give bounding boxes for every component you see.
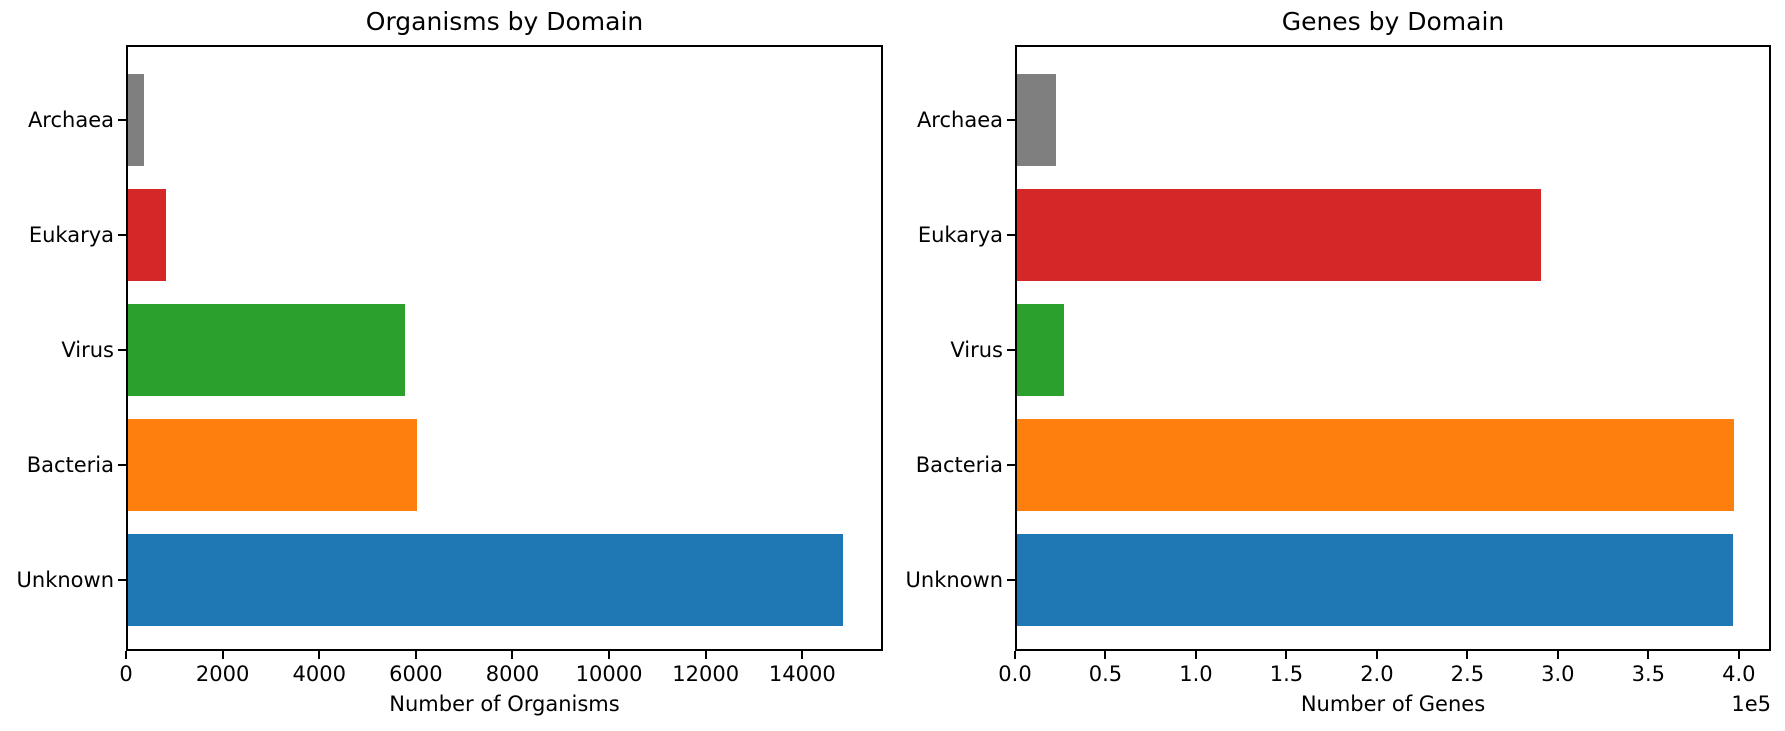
x-tick-label: 3.5 — [1631, 662, 1666, 686]
bar-archaea — [1015, 74, 1056, 166]
bar-eukarya — [126, 189, 167, 281]
x-tick-label: 3.0 — [1541, 662, 1575, 686]
category-label-virus: Virus — [61, 338, 114, 362]
x-tick-label: 8000 — [485, 662, 540, 686]
x-tick-label: 14000 — [768, 662, 836, 686]
x-axis-label: Number of Genes — [1300, 692, 1486, 716]
bar-eukarya — [1015, 189, 1541, 281]
bar-unknown — [1015, 533, 1734, 626]
y-tick-mark — [1007, 119, 1015, 121]
x-tick-mark — [125, 651, 127, 659]
x-tick-mark — [1194, 651, 1197, 659]
chart-title: Organisms by Domain — [365, 7, 644, 36]
bar-archaea — [126, 74, 145, 166]
category-label-unknown: Unknown — [16, 567, 114, 592]
category-label-virus: Virus — [950, 338, 1003, 362]
axis-offset-text: 1e5 — [1731, 692, 1771, 716]
x-tick-mark — [1104, 651, 1107, 659]
x-tick-mark — [1466, 651, 1469, 659]
category-label-bacteria: Bacteria — [915, 452, 1003, 477]
x-tick-mark — [1647, 651, 1650, 659]
bar-unknown — [126, 533, 843, 626]
category-label-archaea: Archaea — [27, 108, 114, 132]
y-tick-mark — [118, 349, 126, 351]
y-tick-mark — [1007, 578, 1015, 581]
axes-organisms-by-domain: Organisms by Domain Archaea Eukarya Virus Ba… — [17, 7, 883, 716]
x-tick-mark — [511, 651, 514, 659]
category-label-unknown: Unknown — [905, 567, 1003, 592]
x-tick-mark — [1737, 651, 1740, 659]
category-label-bacteria: Bacteria — [26, 452, 114, 477]
y-tick-mark — [1007, 349, 1015, 351]
x-tick-label: 2000 — [195, 662, 250, 686]
x-tick-mark — [1285, 651, 1288, 659]
x-tick-mark — [608, 651, 611, 659]
chart-title: Genes by Domain — [1281, 7, 1505, 36]
bar-bacteria — [126, 418, 417, 511]
x-tick-label: 6000 — [389, 662, 443, 686]
x-tick-mark — [414, 651, 417, 659]
x-tick-label: 0.5 — [1088, 662, 1123, 686]
x-tick-label: 4000 — [292, 662, 346, 686]
category-label-eukarya: Eukarya — [28, 223, 114, 247]
x-tick-mark — [318, 651, 321, 659]
category-label-archaea: Archaea — [916, 108, 1003, 132]
category-label-eukarya: Eukarya — [917, 223, 1003, 247]
bar-virus — [126, 304, 405, 396]
x-tick-mark — [704, 651, 707, 659]
y-tick-mark — [118, 463, 126, 466]
x-tick-label: 0.0 — [998, 662, 1032, 686]
x-tick-mark — [1375, 651, 1378, 659]
x-tick-mark — [221, 651, 224, 659]
x-tick-label: 12000 — [672, 662, 740, 686]
y-tick-mark — [1007, 463, 1015, 466]
bar-virus — [1015, 304, 1064, 396]
x-tick-mark — [1556, 651, 1559, 659]
axes-genes-by-domain: Genes by Domain Archaea Eukarya Virus Bacter… — [906, 7, 1771, 716]
x-tick-mark — [1014, 651, 1016, 659]
x-tick-label: 1.5 — [1269, 662, 1304, 686]
bar-bacteria — [1015, 418, 1734, 511]
x-tick-label: 10000 — [575, 662, 643, 686]
x-tick-label: 4.0 — [1722, 662, 1756, 686]
x-axis-label: Number of Organisms — [389, 692, 620, 716]
x-tick-mark — [801, 651, 804, 659]
x-tick-label: 2.0 — [1360, 662, 1394, 686]
y-tick-mark — [118, 578, 126, 581]
x-tick-label: 1.0 — [1179, 662, 1213, 686]
y-tick-mark — [1007, 234, 1015, 236]
y-tick-mark — [118, 234, 126, 236]
y-tick-mark — [118, 119, 126, 121]
x-tick-label: 0 — [119, 662, 133, 686]
x-tick-label: 2.5 — [1450, 662, 1485, 686]
